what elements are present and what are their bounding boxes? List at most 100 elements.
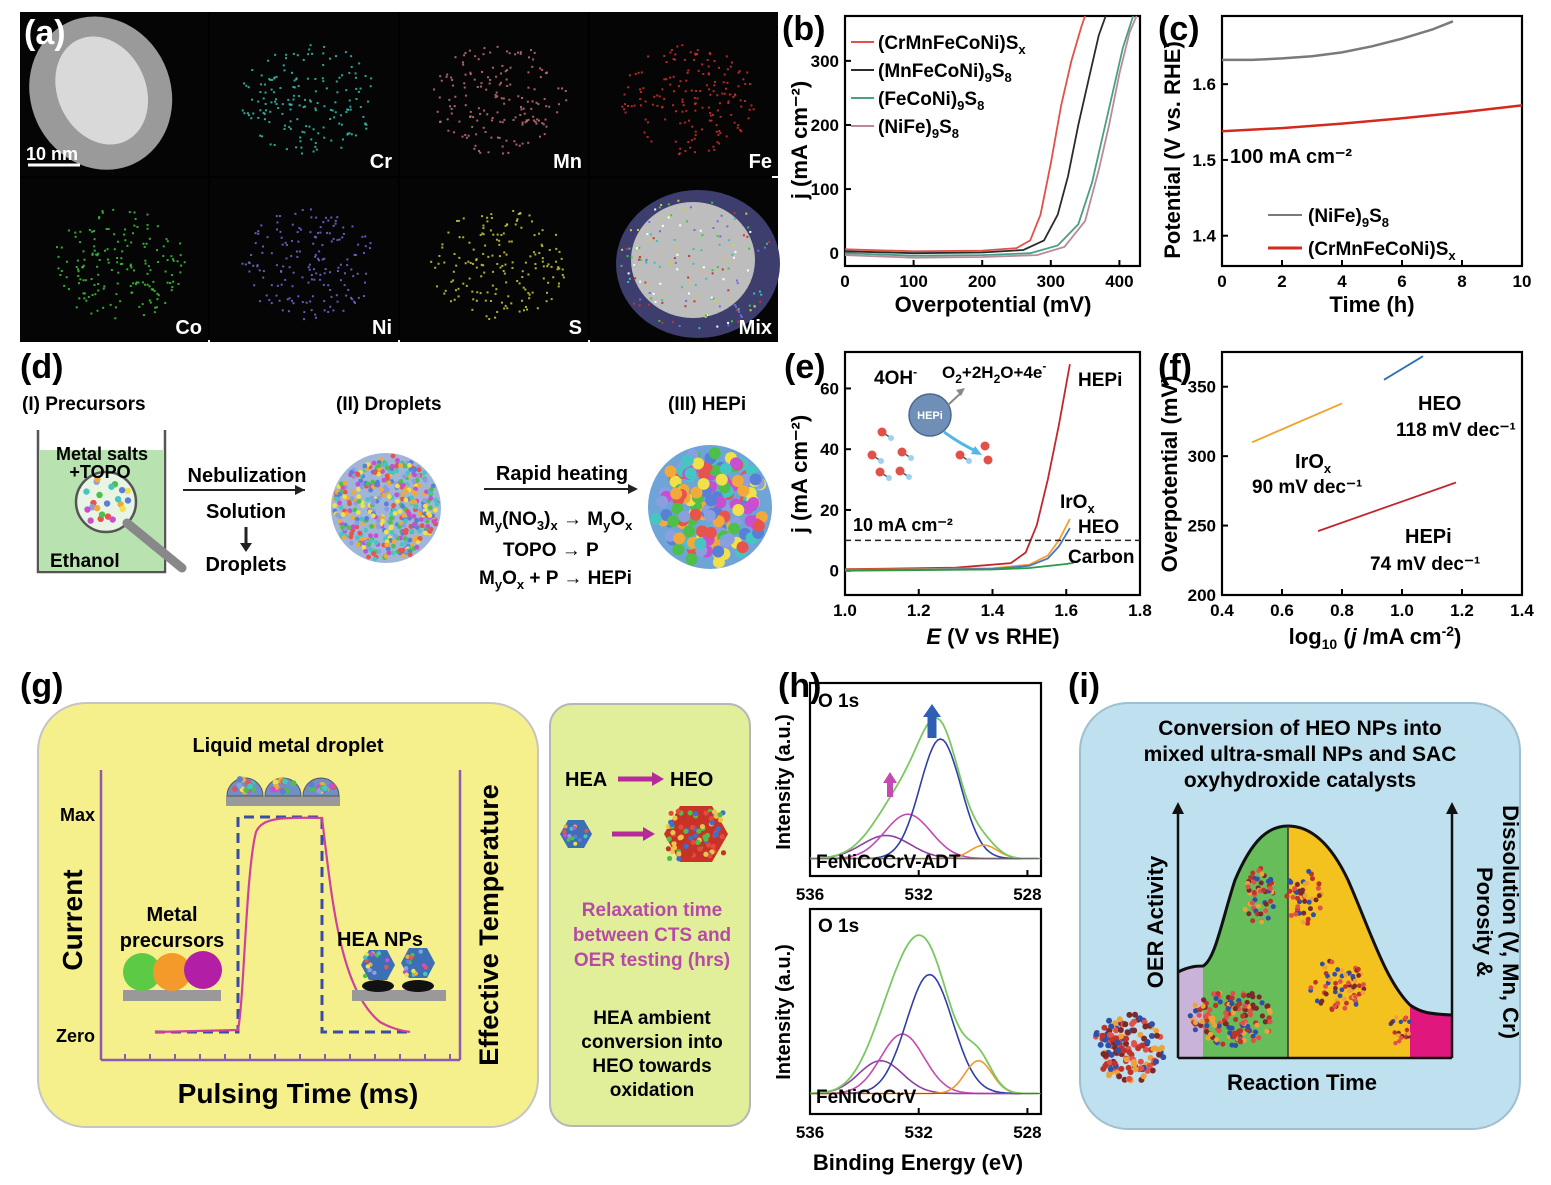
xps-component xyxy=(810,738,1039,860)
i-atom xyxy=(1114,1039,1121,1046)
eds-pixel xyxy=(93,245,96,248)
eds-pixel xyxy=(716,94,719,97)
eds-pixel xyxy=(307,281,310,284)
eds-pixel xyxy=(107,261,110,264)
eds-pixel xyxy=(137,281,140,284)
mix-pixel xyxy=(747,226,750,229)
eds-pixel xyxy=(311,52,314,55)
eds-pixel xyxy=(482,252,485,255)
eds-pixel xyxy=(350,65,353,68)
i-atom xyxy=(1267,1019,1273,1025)
sphere-dot xyxy=(427,505,433,511)
eds-pixel xyxy=(479,151,482,154)
eds-pixel xyxy=(473,147,476,150)
mix-pixel xyxy=(661,301,664,304)
temperature-curve xyxy=(154,816,411,1034)
mix-pixel xyxy=(636,247,639,250)
eds-pixel xyxy=(241,109,244,112)
eds-pixel xyxy=(664,118,667,121)
sphere-dot xyxy=(356,486,361,492)
eds-pixel xyxy=(453,298,456,301)
sphere-dot xyxy=(384,487,390,493)
eds-pixel xyxy=(129,263,132,266)
eds-pixel xyxy=(534,263,537,266)
sphere-dot xyxy=(383,529,389,535)
i-atom xyxy=(1237,1039,1244,1045)
eds-pixel xyxy=(172,259,175,262)
eds-pixel xyxy=(448,98,451,101)
eds-pixel xyxy=(356,272,359,275)
inset-arrow-out-head xyxy=(956,388,965,396)
eds-pixel xyxy=(297,85,300,88)
x-tick-label: 2 xyxy=(1277,272,1286,291)
i-atom xyxy=(1332,971,1338,977)
eds-pixel xyxy=(436,110,439,113)
eds-pixel xyxy=(364,245,367,248)
mix-pixel xyxy=(712,297,715,300)
eds-pixel xyxy=(482,126,485,129)
mix-pixel xyxy=(652,292,655,295)
eds-pixel xyxy=(451,84,454,87)
sphere-dot xyxy=(357,530,363,536)
eds-pixel xyxy=(694,130,697,133)
sphere-dot xyxy=(399,541,405,547)
eds-pixel xyxy=(438,254,441,257)
eds-pixel xyxy=(661,106,664,109)
eds-pixel xyxy=(503,307,506,310)
eds-pixel xyxy=(166,281,169,284)
eds-pixel xyxy=(322,80,325,83)
eds-pixel xyxy=(561,268,564,271)
mix-pixel xyxy=(689,282,692,285)
eds-pixel xyxy=(494,93,497,96)
sphere-dot xyxy=(394,468,400,474)
hea-np-atom xyxy=(372,970,377,976)
precursor-substrate xyxy=(123,990,221,1001)
eds-pixel xyxy=(346,258,349,261)
eds-pixel xyxy=(343,284,346,287)
nps-substrate xyxy=(352,990,446,1001)
eds-pixel xyxy=(739,99,742,102)
sphere-dot xyxy=(709,464,722,477)
eds-pixel xyxy=(726,68,729,71)
eds-pixel xyxy=(514,116,517,119)
sphere-dot xyxy=(411,478,417,484)
eds-pixel xyxy=(134,217,137,220)
i-atom xyxy=(1355,966,1361,972)
i-atom xyxy=(1256,994,1262,1000)
i-atom xyxy=(1290,894,1296,900)
i-atom xyxy=(1252,1029,1259,1035)
eds-pixel xyxy=(329,271,332,274)
eds-pixel xyxy=(102,287,105,290)
eds-pixel xyxy=(262,111,265,114)
i-atom xyxy=(1295,904,1301,910)
sphere-dot xyxy=(424,489,429,495)
eds-pixel xyxy=(449,105,452,108)
mix-pixel xyxy=(735,309,738,312)
mix-pixel xyxy=(648,303,651,306)
hea-np-atom xyxy=(405,959,411,964)
eds-pixel xyxy=(690,89,693,92)
eds-pixel xyxy=(534,267,537,270)
i-atom xyxy=(1347,988,1352,994)
i-title-2: mixed ultra-small NPs and SAC xyxy=(1144,743,1457,766)
eds-pixel xyxy=(339,263,342,266)
eds-pixel xyxy=(325,216,328,219)
eds-pixel xyxy=(116,261,119,264)
eds-pixel xyxy=(480,263,483,266)
eds-pixel xyxy=(119,300,122,303)
i-atom xyxy=(1230,1010,1237,1016)
mix-pixel xyxy=(737,309,740,312)
i-atom xyxy=(1193,1019,1199,1026)
eds-pixel xyxy=(292,302,295,305)
eds-pixel xyxy=(482,264,485,267)
sphere-dot xyxy=(109,516,116,523)
eds-pixel xyxy=(354,72,357,75)
eds-pixel xyxy=(491,116,494,119)
eds-pixel xyxy=(699,90,702,93)
eds-pixel xyxy=(74,231,77,234)
hepi-dots xyxy=(649,447,768,569)
sphere-dot xyxy=(407,552,413,558)
eds-pixel xyxy=(144,262,147,265)
mix-pixel xyxy=(763,246,766,249)
eds-pixel xyxy=(480,85,483,88)
